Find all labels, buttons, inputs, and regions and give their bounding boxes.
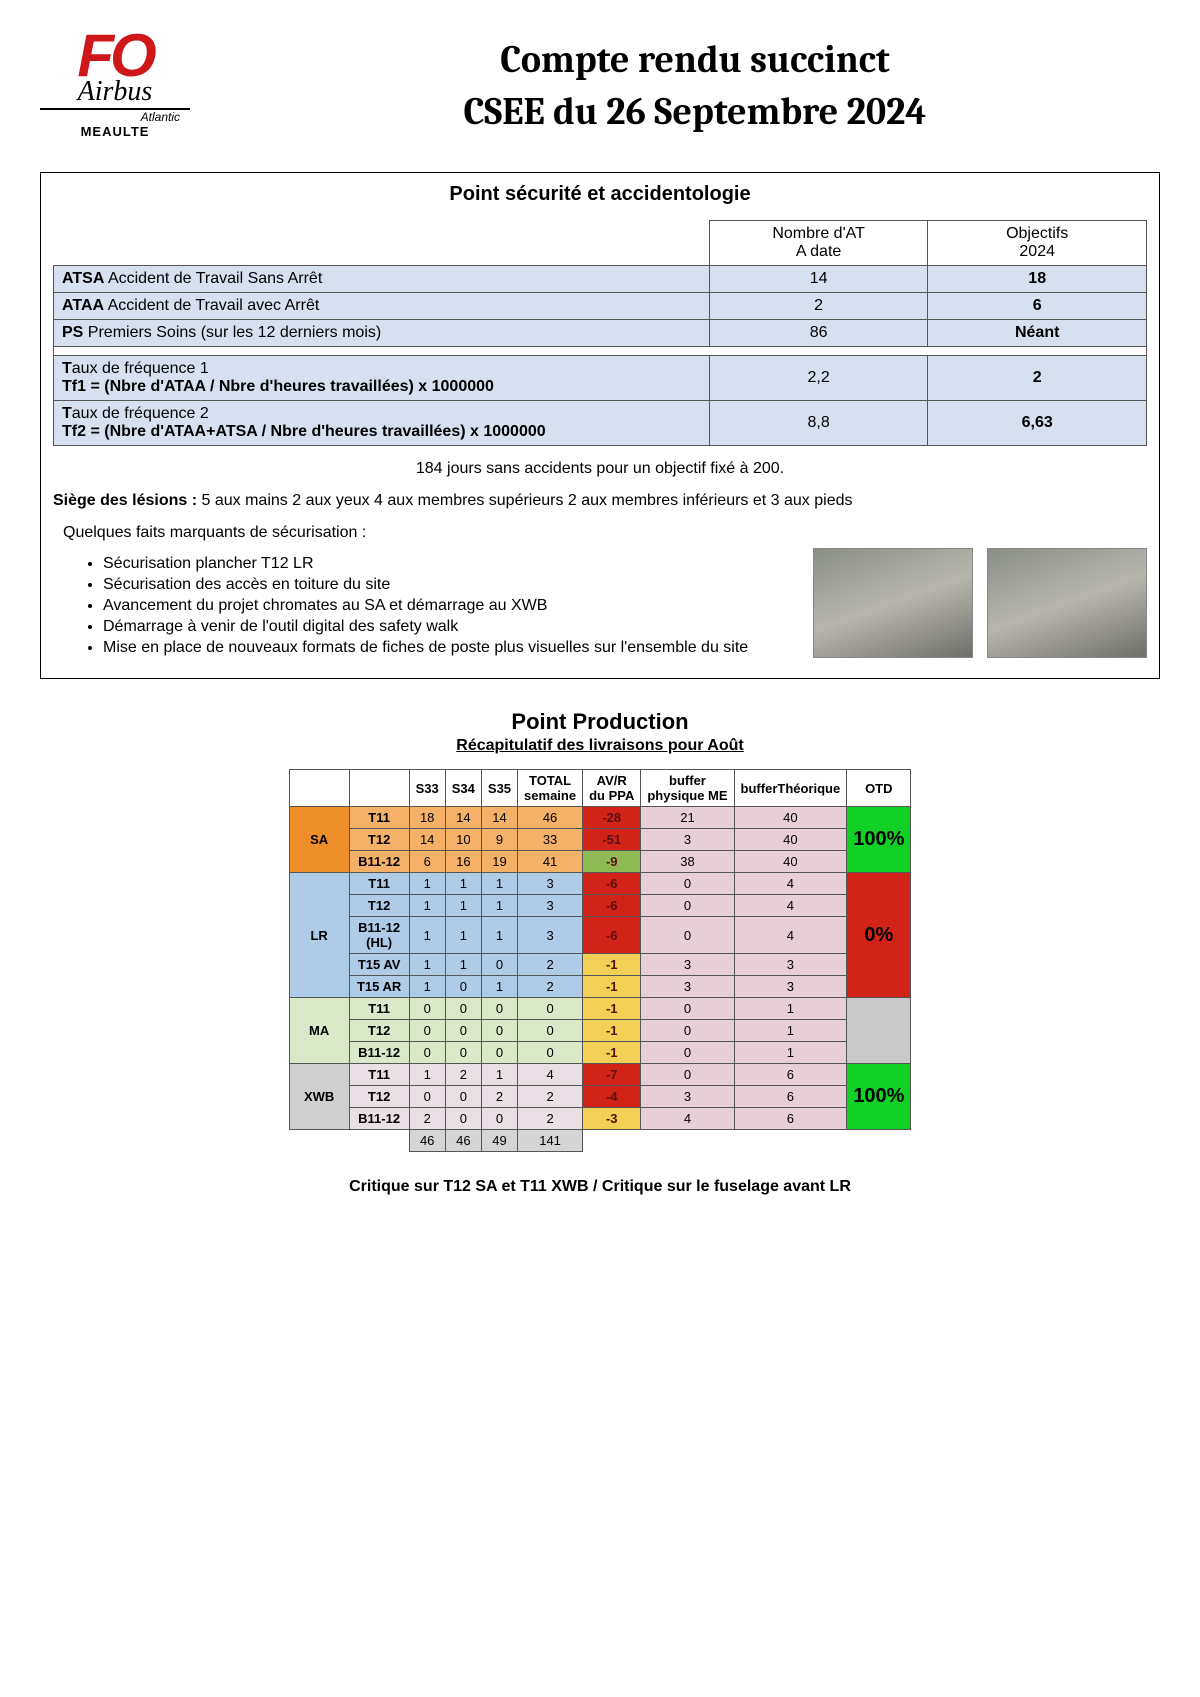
group-cell: MA (289, 998, 349, 1064)
title-line-2: CSEE du 26 Septembre 2024 (230, 90, 1160, 134)
production-section: Point Production Récapitulatif des livra… (40, 709, 1160, 1196)
table-row: T15 AV1102-133 (289, 954, 911, 976)
table-row: Taux de fréquence 2Tf2 = (Nbre d'ATAA+AT… (54, 401, 1147, 446)
safety-title: Point sécurité et accidentologie (53, 183, 1147, 206)
totals-row: 46 46 49 141 (289, 1130, 911, 1152)
list-item: Mise en place de nouveaux formats de fic… (103, 639, 799, 657)
col-nb: Nombre d'AT A date (709, 221, 928, 266)
photo-2 (987, 548, 1147, 658)
group-cell: SA (289, 807, 349, 873)
otd-cell (847, 998, 911, 1064)
title-line-1: Compte rendu succinct (230, 38, 1160, 82)
logo-atlantic: Atlantic (40, 110, 190, 124)
lesions: Siège des lésions : 5 aux mains 2 aux ye… (53, 492, 1147, 510)
production-subtitle: Récapitulatif des livraisons pour Août (40, 737, 1160, 755)
photo-1 (813, 548, 973, 658)
table-row: B11-122002-346 (289, 1108, 911, 1130)
production-title: Point Production (40, 709, 1160, 735)
table-row: MAT110000-101 (289, 998, 911, 1020)
footer-note: Critique sur T12 SA et T11 XWB / Critiqu… (40, 1178, 1160, 1196)
table-row: ATAA Accident de Travail avec Arrêt 26 (54, 293, 1147, 320)
table-row: T120022-436 (289, 1086, 911, 1108)
prod-header-row: S33S34S35TOTALsemaineAV/Rdu PPAbufferphy… (289, 770, 911, 807)
table-row: T15 AR1012-133 (289, 976, 911, 998)
table-row: T121410933-51340 (289, 829, 911, 851)
facts-bullets: Sécurisation plancher T12 LR Sécurisation… (73, 552, 799, 660)
table-row: B11-126161941-93840 (289, 851, 911, 873)
group-cell: LR (289, 873, 349, 998)
table-row: B11-120000-101 (289, 1042, 911, 1064)
table-row: SAT1118141446-282140100% (289, 807, 911, 829)
otd-cell: 100% (847, 1064, 911, 1130)
list-item: Démarrage à venir de l'outil digital des… (103, 618, 799, 636)
list-item: Avancement du projet chromates au SA et … (103, 597, 799, 615)
table-row: XWBT111214-706100% (289, 1064, 911, 1086)
title-block: Compte rendu succinct CSEE du 26 Septemb… (230, 30, 1160, 142)
header: FO Airbus Atlantic MEAULTE Compte rendu … (40, 30, 1160, 142)
table-row: PS Premiers Soins (sur les 12 derniers m… (54, 320, 1147, 347)
days-note: 184 jours sans accidents pour un objecti… (53, 460, 1147, 478)
production-table: S33S34S35TOTALsemaineAV/Rdu PPAbufferphy… (289, 769, 912, 1152)
table-row: B11-12 (HL)1113-604 (289, 917, 911, 954)
lesions-label: Siège des lésions : (53, 492, 197, 509)
col-obj: Objectifs 2024 (928, 221, 1147, 266)
facts-row: Sécurisation plancher T12 LR Sécurisation… (53, 548, 1147, 660)
lesions-text: 5 aux mains 2 aux yeux 4 aux membres sup… (202, 492, 853, 509)
facts-intro: Quelques faits marquants de sécurisation… (63, 524, 1147, 542)
logo-airbus: Airbus (40, 76, 190, 110)
safety-section: Point sécurité et accidentologie Nombre … (40, 172, 1160, 679)
table-row: Taux de fréquence 1Tf1 = (Nbre d'ATAA / … (54, 356, 1147, 401)
otd-cell: 0% (847, 873, 911, 998)
table-row: T121113-604 (289, 895, 911, 917)
group-cell: XWB (289, 1064, 349, 1130)
logo-fo: FO (40, 30, 190, 81)
table-row: LRT111113-6040% (289, 873, 911, 895)
safety-header-row: Nombre d'AT A date Objectifs 2024 (54, 221, 1147, 266)
table-row: T120000-101 (289, 1020, 911, 1042)
list-item: Sécurisation plancher T12 LR (103, 555, 799, 573)
table-row: ATSA Accident de Travail Sans Arrêt 1418 (54, 266, 1147, 293)
list-item: Sécurisation des accès en toiture du sit… (103, 576, 799, 594)
logo: FO Airbus Atlantic MEAULTE (40, 30, 190, 139)
logo-meaulte: MEAULTE (40, 124, 190, 139)
otd-cell: 100% (847, 807, 911, 873)
safety-table: Nombre d'AT A date Objectifs 2024 ATSA A… (53, 220, 1147, 446)
